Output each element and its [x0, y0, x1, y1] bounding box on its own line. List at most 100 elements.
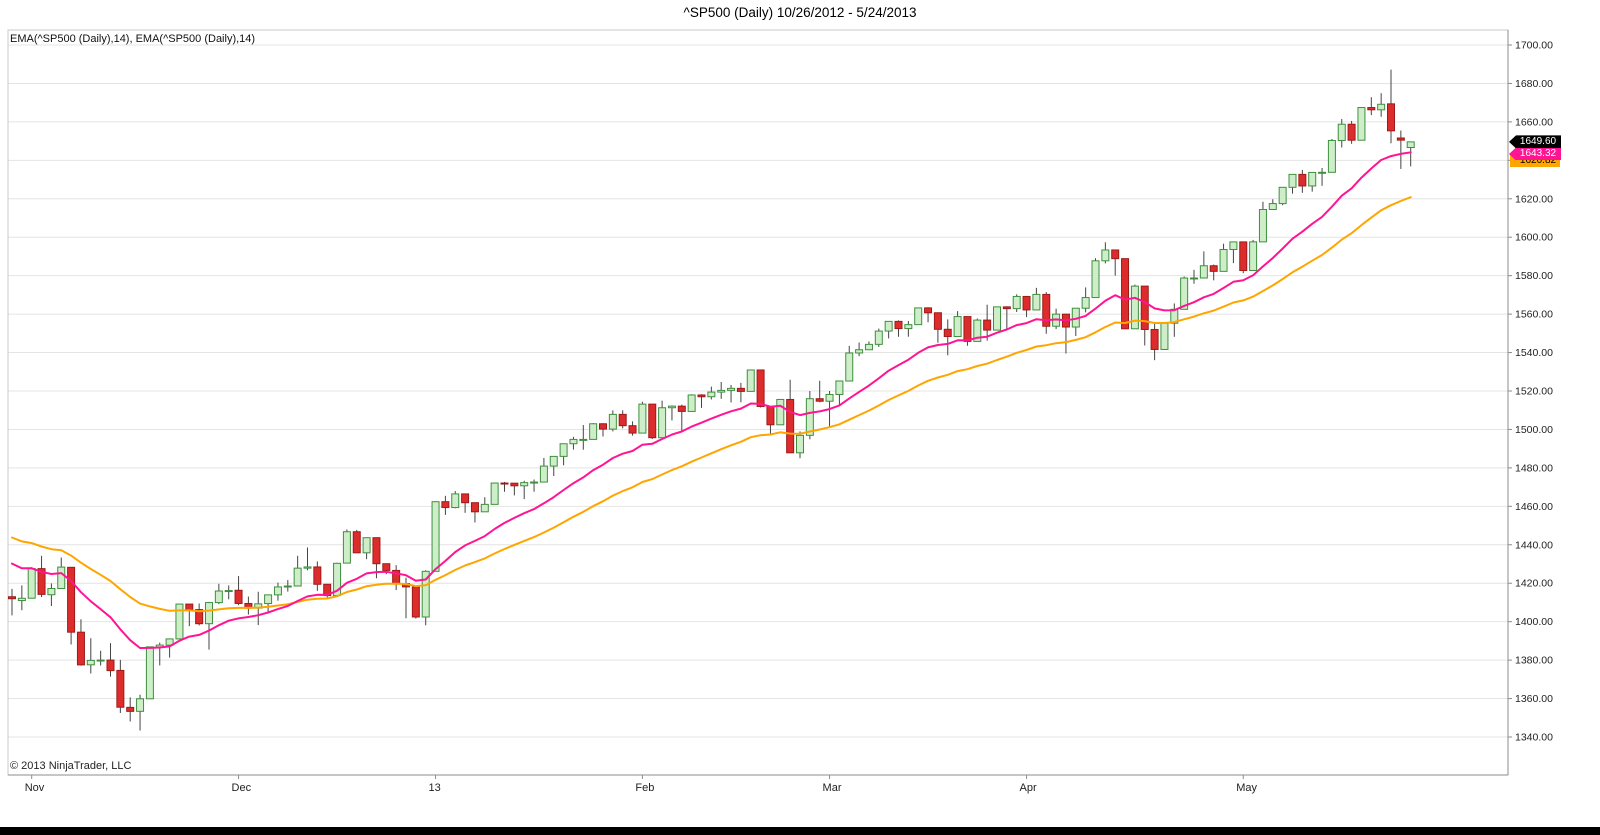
candle-body[interactable]	[1357, 107, 1366, 141]
candle-body[interactable]	[500, 482, 509, 485]
candle-body[interactable]	[362, 537, 371, 554]
candle-body[interactable]	[1032, 293, 1041, 311]
candle-body[interactable]	[599, 423, 607, 430]
candle-body[interactable]	[1278, 186, 1287, 205]
x-axis-label[interactable]: Feb	[635, 782, 654, 794]
candle-body[interactable]	[1249, 241, 1258, 271]
candle-body[interactable]	[520, 482, 529, 487]
candle-body[interactable]	[1377, 103, 1386, 111]
candle-body[interactable]	[293, 567, 302, 587]
x-axis-label[interactable]: Mar	[823, 782, 842, 794]
candle-body[interactable]	[864, 343, 873, 351]
candle-body[interactable]	[313, 566, 322, 585]
candle-body[interactable]	[86, 659, 95, 666]
y-axis-label[interactable]: 1400.00	[1515, 616, 1553, 628]
candle-body[interactable]	[746, 369, 755, 392]
y-axis-label[interactable]: 1660.00	[1515, 116, 1553, 128]
y-axis-label[interactable]: 1420.00	[1515, 578, 1553, 590]
candle-body[interactable]	[1308, 171, 1317, 187]
candle-body[interactable]	[1022, 295, 1031, 311]
candle-body[interactable]	[963, 316, 972, 342]
candle-body[interactable]	[736, 387, 745, 392]
candle-body[interactable]	[983, 319, 992, 331]
candle-body[interactable]	[914, 307, 923, 326]
candle-body[interactable]	[1288, 173, 1297, 188]
candle-body[interactable]	[993, 306, 1001, 331]
candle-body[interactable]	[894, 320, 903, 330]
candle-body[interactable]	[717, 389, 726, 393]
candle-body[interactable]	[1209, 265, 1218, 272]
y-axis-label[interactable]: 1380.00	[1515, 655, 1553, 667]
candle-body[interactable]	[1268, 203, 1277, 211]
candle-body[interactable]	[106, 659, 115, 672]
candle-body[interactable]	[658, 407, 667, 439]
candle-body[interactable]	[195, 609, 204, 625]
candle-body[interactable]	[175, 603, 184, 640]
candle-body[interactable]	[1140, 285, 1149, 330]
candle-body[interactable]	[411, 586, 420, 618]
candle-body[interactable]	[185, 603, 194, 611]
y-axis-label[interactable]: 1360.00	[1515, 693, 1553, 705]
candle-body[interactable]	[372, 537, 381, 565]
candle-body[interactable]	[559, 443, 568, 457]
x-axis-label[interactable]: Nov	[25, 782, 45, 794]
x-axis-label[interactable]: May	[1236, 782, 1257, 794]
candle-body[interactable]	[27, 568, 36, 599]
y-axis-label[interactable]: 1620.00	[1515, 193, 1553, 205]
candle-body[interactable]	[1337, 123, 1346, 141]
candle-body[interactable]	[1367, 107, 1376, 111]
candle-body[interactable]	[628, 425, 637, 434]
candle-body[interactable]	[510, 482, 519, 487]
y-axis-label[interactable]: 1560.00	[1515, 309, 1553, 321]
candle-body[interactable]	[549, 455, 558, 467]
y-axis-label[interactable]: 1680.00	[1515, 78, 1553, 90]
y-axis-label[interactable]: 1480.00	[1515, 462, 1553, 474]
candle-body[interactable]	[1002, 306, 1011, 310]
candle-body[interactable]	[116, 669, 125, 708]
candle-body[interactable]	[1406, 141, 1415, 149]
y-axis-label[interactable]: 1340.00	[1515, 732, 1553, 744]
candle-body[interactable]	[973, 319, 982, 342]
candle-body[interactable]	[1091, 260, 1100, 299]
candle-body[interactable]	[352, 531, 361, 554]
candle-body[interactable]	[530, 481, 539, 484]
candle-body[interactable]	[1180, 277, 1189, 310]
candle-body[interactable]	[1121, 258, 1130, 330]
candle-body[interactable]	[579, 438, 588, 441]
candle-body[interactable]	[667, 405, 676, 409]
candle-body[interactable]	[421, 570, 430, 618]
candle-body[interactable]	[825, 393, 834, 402]
candle-body[interactable]	[1160, 322, 1169, 350]
candle-body[interactable]	[1081, 297, 1090, 309]
candle-body[interactable]	[569, 438, 578, 445]
candle-body[interactable]	[815, 398, 824, 402]
candle-body[interactable]	[1258, 209, 1267, 243]
y-axis-label[interactable]: 1580.00	[1515, 270, 1553, 282]
candle-body[interactable]	[1387, 103, 1395, 132]
candle-body[interactable]	[67, 566, 76, 633]
candle-body[interactable]	[283, 585, 292, 588]
candle-body[interactable]	[727, 387, 736, 391]
candle-body[interactable]	[1347, 123, 1356, 141]
candle-body[interactable]	[697, 394, 706, 398]
candle-body[interactable]	[677, 405, 686, 412]
candle-body[interactable]	[480, 503, 489, 513]
candle-body[interactable]	[884, 320, 893, 332]
candle-body[interactable]	[805, 398, 814, 436]
x-axis-label[interactable]: 13	[429, 782, 441, 794]
candle-body[interactable]	[47, 587, 56, 596]
candle-body[interactable]	[1229, 241, 1238, 251]
candle-body[interactable]	[490, 482, 499, 505]
candle-body[interactable]	[1101, 249, 1110, 262]
candle-body[interactable]	[1199, 265, 1208, 279]
candle-body[interactable]	[924, 307, 933, 314]
candle-body[interactable]	[776, 398, 785, 426]
candle-body[interactable]	[648, 403, 657, 439]
candle-body[interactable]	[874, 330, 883, 345]
candle-body[interactable]	[96, 659, 105, 662]
candle-body[interactable]	[539, 465, 548, 483]
candle-body[interactable]	[618, 413, 627, 427]
candle-body[interactable]	[1012, 295, 1021, 310]
candle-body[interactable]	[835, 380, 844, 395]
